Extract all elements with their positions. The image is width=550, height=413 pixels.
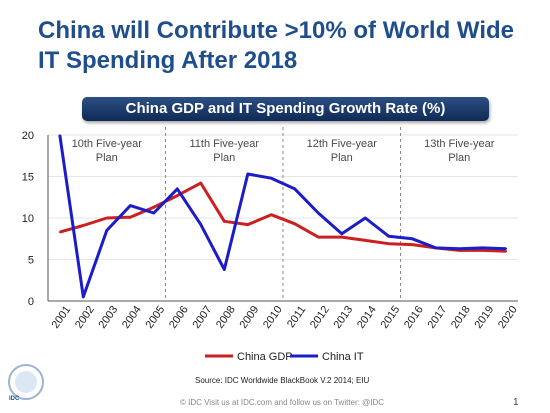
x-tick-label: 2018 — [449, 304, 473, 331]
data-point — [176, 188, 179, 190]
data-point — [105, 217, 108, 219]
data-point — [364, 239, 367, 242]
chart-title-banner: China GDP and IT Spending Growth Rate (%… — [82, 97, 489, 121]
x-tick-label: 2016 — [402, 304, 426, 331]
data-point — [505, 250, 508, 252]
data-point — [82, 296, 85, 298]
data-point — [387, 242, 390, 245]
plan-annotation-line1: 12th Five-year — [307, 138, 378, 150]
data-point — [411, 243, 414, 246]
data-point — [434, 247, 437, 249]
series-line-it — [58, 134, 507, 299]
data-point — [105, 229, 108, 232]
data-point — [270, 177, 273, 179]
data-point — [387, 235, 390, 238]
data-point — [481, 249, 484, 252]
data-point — [293, 188, 296, 190]
data-point — [223, 220, 226, 223]
x-tick-label: 2005 — [143, 304, 167, 331]
data-point — [505, 247, 508, 250]
x-tick-label: 2003 — [96, 304, 120, 331]
idc-logo — [8, 364, 44, 400]
data-point — [481, 247, 484, 249]
x-tick-label: 2006 — [167, 304, 191, 331]
x-tick-label: 2019 — [472, 304, 496, 331]
data-point — [411, 237, 414, 240]
data-point — [223, 268, 226, 271]
data-point — [246, 173, 249, 175]
data-point — [270, 213, 273, 216]
x-tick-label: 2009 — [237, 304, 261, 331]
slide-title-line-2: IT Spending After 2018 — [38, 47, 298, 74]
plan-annotation-line1: 10th Five-year — [72, 138, 143, 150]
data-point — [317, 212, 320, 214]
x-tick-label: 2013 — [331, 304, 355, 331]
x-tick-label: 2017 — [425, 304, 449, 331]
data-point — [82, 224, 85, 227]
footer-text: © IDC Visit us at IDC.com and follow us … — [180, 398, 385, 407]
x-tick-label: 2001 — [49, 304, 73, 331]
plan-annotation-line2: Plan — [96, 152, 118, 164]
x-tick-label: 2012 — [308, 304, 332, 331]
data-point — [129, 204, 132, 207]
x-tick-label: 2002 — [73, 304, 97, 331]
data-point — [199, 223, 202, 226]
slide-title-line-1: China will Contribute >10% of World Wide — [38, 17, 515, 44]
data-point — [458, 247, 461, 250]
y-tick-label: 0 — [28, 296, 34, 308]
x-tick-label: 2015 — [378, 304, 402, 331]
data-point — [317, 236, 320, 238]
y-tick-label: 10 — [22, 213, 34, 225]
x-tick-label: 2020 — [496, 304, 520, 331]
data-point — [129, 216, 132, 218]
data-point — [152, 212, 155, 214]
slide-title: China will Contribute >10% of World Wide… — [38, 16, 538, 76]
y-tick-label: 20 — [22, 130, 34, 142]
plan-annotation-line2: Plan — [213, 152, 235, 164]
plan-annotation-line2: Plan — [331, 152, 353, 164]
plan-annotation-line2: Plan — [448, 152, 470, 164]
logo-text: IDC — [9, 396, 20, 402]
plan-annotation-line1: 11th Five-year — [190, 138, 260, 150]
data-point — [293, 223, 296, 225]
data-point — [246, 223, 249, 226]
logo-ring — [8, 364, 44, 400]
x-tick-label: 2007 — [190, 304, 214, 331]
source-note: Source: IDC Worldwide BlackBook V.2 2014… — [195, 376, 370, 385]
x-tick-label: 2004 — [120, 304, 144, 331]
data-point — [176, 194, 179, 197]
data-point — [58, 231, 61, 233]
data-point — [340, 236, 343, 238]
legend-label: China GDP — [237, 351, 293, 363]
x-tick-label: 2011 — [285, 304, 308, 330]
legend-label: China IT — [322, 351, 364, 363]
x-tick-label: 2014 — [355, 304, 379, 331]
y-tick-label: 15 — [22, 172, 34, 184]
data-point — [199, 182, 202, 184]
plan-annotation-line1: 13th Five-year — [424, 138, 495, 150]
page-number: 1 — [513, 397, 519, 408]
data-point — [340, 232, 343, 235]
data-point — [152, 206, 155, 209]
x-tick-label: 2008 — [214, 304, 238, 331]
y-tick-label: 5 — [28, 255, 34, 267]
data-point — [58, 134, 61, 136]
data-point — [364, 217, 367, 219]
x-tick-label: 2010 — [261, 304, 285, 331]
logo-globe — [15, 371, 37, 393]
